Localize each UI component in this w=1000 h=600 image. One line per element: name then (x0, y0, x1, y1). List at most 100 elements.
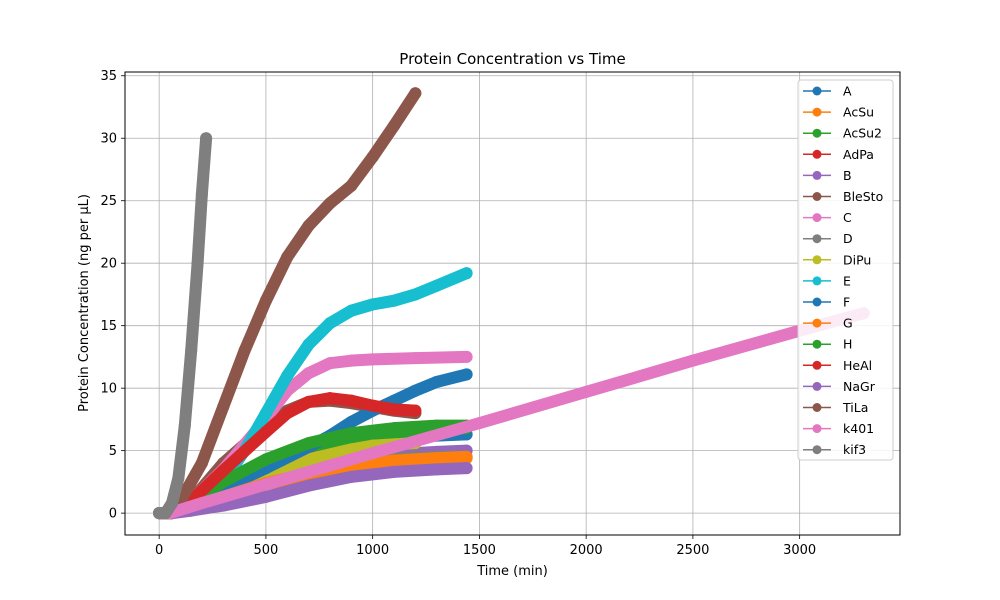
data-point (430, 463, 443, 476)
series-layer (153, 87, 870, 520)
legend-swatch-marker (812, 339, 822, 349)
legend-swatch-marker (812, 445, 822, 455)
legend-swatch-marker (812, 149, 822, 159)
data-point (159, 507, 172, 520)
y-axis-label: Protein Concentration (ng per µL) (77, 194, 92, 412)
legend-item: C (803, 210, 852, 225)
data-point (238, 344, 251, 357)
data-point (473, 417, 486, 430)
legend-swatch-marker (812, 424, 822, 434)
data-point (195, 188, 208, 201)
data-point (302, 219, 315, 232)
data-point (460, 450, 473, 463)
data-point (366, 298, 379, 311)
data-point (580, 385, 593, 398)
y-tick-label: 5 (109, 444, 117, 459)
data-point (366, 150, 379, 163)
data-point (281, 250, 294, 263)
data-point (366, 353, 379, 366)
series-kif3 (153, 132, 213, 520)
data-point (323, 392, 336, 405)
legend-label: kif3 (843, 442, 866, 457)
data-point (200, 132, 213, 145)
legend-item: BleSto (803, 189, 883, 204)
data-point (259, 425, 272, 438)
data-point (259, 407, 272, 420)
data-point (345, 304, 358, 317)
legend-swatch-marker (812, 360, 822, 370)
legend-item: HeAl (803, 358, 872, 373)
x-tick-label: 1000 (356, 543, 389, 558)
legend-label: AcSu2 (843, 126, 882, 141)
legend-label: NaGr (843, 379, 876, 394)
legend-swatch-marker (812, 318, 822, 328)
data-point (259, 478, 272, 491)
data-point (388, 454, 401, 467)
legend-item: TiLa (803, 400, 868, 415)
chart-title: Protein Concentration vs Time (399, 50, 625, 68)
legend-label: AdPa (843, 147, 874, 162)
legend-label: D (843, 231, 853, 246)
data-point (409, 404, 422, 417)
data-point (460, 368, 473, 381)
data-point (430, 452, 443, 465)
y-tick-label: 15 (100, 319, 117, 334)
y-tick-label: 20 (100, 257, 117, 272)
legend-swatch-marker (812, 192, 822, 201)
data-point (460, 267, 473, 280)
legend-item: F (803, 295, 850, 310)
legend-label: TiLa (842, 400, 868, 415)
data-point (302, 453, 315, 466)
data-point (195, 457, 208, 470)
legend-swatch-marker (812, 170, 822, 180)
x-tick-label: 500 (253, 543, 278, 558)
legend-item: D (803, 231, 853, 246)
data-point (345, 394, 358, 407)
data-point (191, 257, 204, 270)
legend-swatch-marker (812, 86, 822, 96)
legend-swatch-marker (812, 234, 822, 244)
data-point (345, 354, 358, 367)
legend-label: B (843, 168, 852, 183)
data-point (281, 407, 294, 420)
data-point (302, 437, 315, 450)
legend-swatch-marker (812, 297, 822, 307)
legend-item: AcSu (803, 105, 874, 120)
legend-item: E (803, 273, 851, 288)
data-point (195, 497, 208, 510)
data-point (345, 179, 358, 192)
data-point (460, 462, 473, 475)
legend-swatch-marker (812, 107, 822, 117)
legend-item: AdPa (803, 147, 874, 162)
legend-item: k401 (803, 421, 874, 436)
data-point (388, 119, 401, 132)
legend-label: k401 (843, 421, 874, 436)
x-tick-label: 2500 (676, 543, 709, 558)
legend-label: E (843, 273, 851, 288)
data-point (366, 447, 379, 460)
x-axis-label: Time (min) (476, 564, 548, 579)
data-point (302, 338, 315, 351)
data-point (165, 497, 178, 510)
data-point (430, 279, 443, 292)
data-point (686, 354, 699, 367)
data-point (217, 400, 230, 413)
legend-label: BleSto (843, 189, 883, 204)
data-point (409, 288, 422, 301)
series-line (153, 307, 870, 520)
legend-label: DiPu (843, 252, 871, 267)
legend-label: H (843, 337, 852, 352)
x-tick-label: 1500 (463, 543, 496, 558)
data-point (172, 472, 185, 485)
legend-item: A (803, 84, 852, 99)
x-tick-label: 3000 (783, 543, 816, 558)
data-point (345, 470, 358, 483)
data-point (345, 427, 358, 440)
legend-item: H (803, 337, 852, 352)
x-tick-label: 0 (155, 543, 163, 558)
y-tick-label: 25 (100, 194, 117, 209)
data-point (178, 419, 191, 432)
legend-swatch-marker (812, 381, 822, 391)
ticks: 0 500 1000 1500 2000 2500 3000 0 5 10 15 20 25 30 35 (100, 69, 816, 558)
